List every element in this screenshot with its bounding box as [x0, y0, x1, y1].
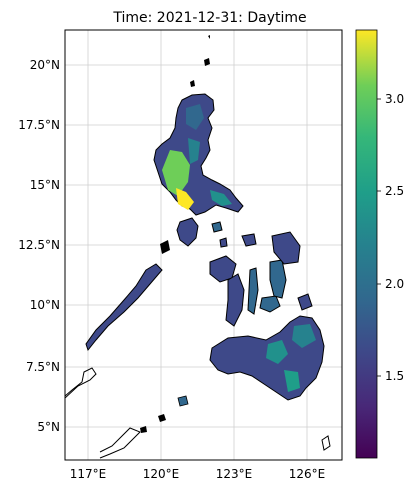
palawan-island	[85, 263, 163, 352]
calamian-island	[160, 240, 170, 254]
colorbar-tick-label: 2.0	[385, 277, 404, 291]
colorbar-tick-label: 1.5	[385, 369, 404, 383]
lat-tick-labels: 20°N 17.5°N 15°N 12.5°N 10°N 7.5°N 5°N	[18, 58, 60, 434]
lon-tick-label: 123°E	[216, 467, 253, 481]
lat-tick-label: 20°N	[30, 58, 60, 72]
colorbar: 1.5 2.0 2.5 3.0	[355, 29, 404, 459]
luzon-high-region	[176, 188, 194, 210]
eastern-islet	[321, 435, 331, 451]
lat-tick-label: 5°N	[37, 420, 60, 434]
sulu-island	[158, 414, 166, 422]
lon-tick-label: 126°E	[289, 467, 326, 481]
basilan-island	[177, 395, 189, 407]
lat-tick-label: 12.5°N	[18, 238, 60, 252]
borneo-coastline	[65, 367, 141, 459]
babuyan-island	[190, 80, 195, 87]
map-title: Time: 2021-12-31: Daytime	[112, 10, 306, 26]
batanes-island	[204, 58, 210, 66]
tawi-tawi-island	[140, 426, 147, 433]
colorbar-gradient	[355, 29, 378, 459]
northern-islet	[208, 35, 210, 39]
lat-tick-label: 10°N	[30, 298, 60, 312]
lat-tick-label: 7.5°N	[26, 360, 60, 374]
marinduque-island	[211, 221, 223, 233]
samar-island	[271, 231, 301, 265]
luzon-mid-region	[188, 138, 200, 164]
mindanao-central-region	[266, 340, 288, 364]
negros-island	[225, 273, 245, 327]
map-content	[65, 30, 342, 460]
colorbar-tick-label: 3.0	[385, 92, 404, 106]
colorbar-tick-label: 2.5	[385, 184, 404, 198]
lon-tick-labels: 117°E 120°E 123°E 126°E	[70, 467, 326, 481]
map-frame	[64, 29, 343, 461]
lat-tick-label: 17.5°N	[18, 118, 60, 132]
siargao-island	[297, 293, 313, 311]
map-area: 20°N 17.5°N 15°N 12.5°N 10°N 7.5°N 5°N 1…	[18, 29, 343, 481]
bicol-region	[210, 190, 232, 206]
mindanao-south-region	[284, 370, 300, 392]
mindoro-island	[176, 217, 199, 247]
lon-tick-label: 117°E	[70, 467, 107, 481]
cebu-island	[247, 267, 259, 315]
lon-tick-label: 120°E	[143, 467, 180, 481]
lat-tick-label: 15°N	[30, 178, 60, 192]
colorbar-ticks	[377, 98, 381, 377]
luzon-central-plain	[162, 150, 190, 196]
romblon-island	[219, 237, 228, 248]
masbate-island	[241, 233, 257, 247]
mindanao-northeast-region	[292, 324, 316, 348]
colorbar-tick-labels: 1.5 2.0 2.5 3.0	[385, 92, 404, 383]
luzon-north-region	[186, 104, 204, 130]
